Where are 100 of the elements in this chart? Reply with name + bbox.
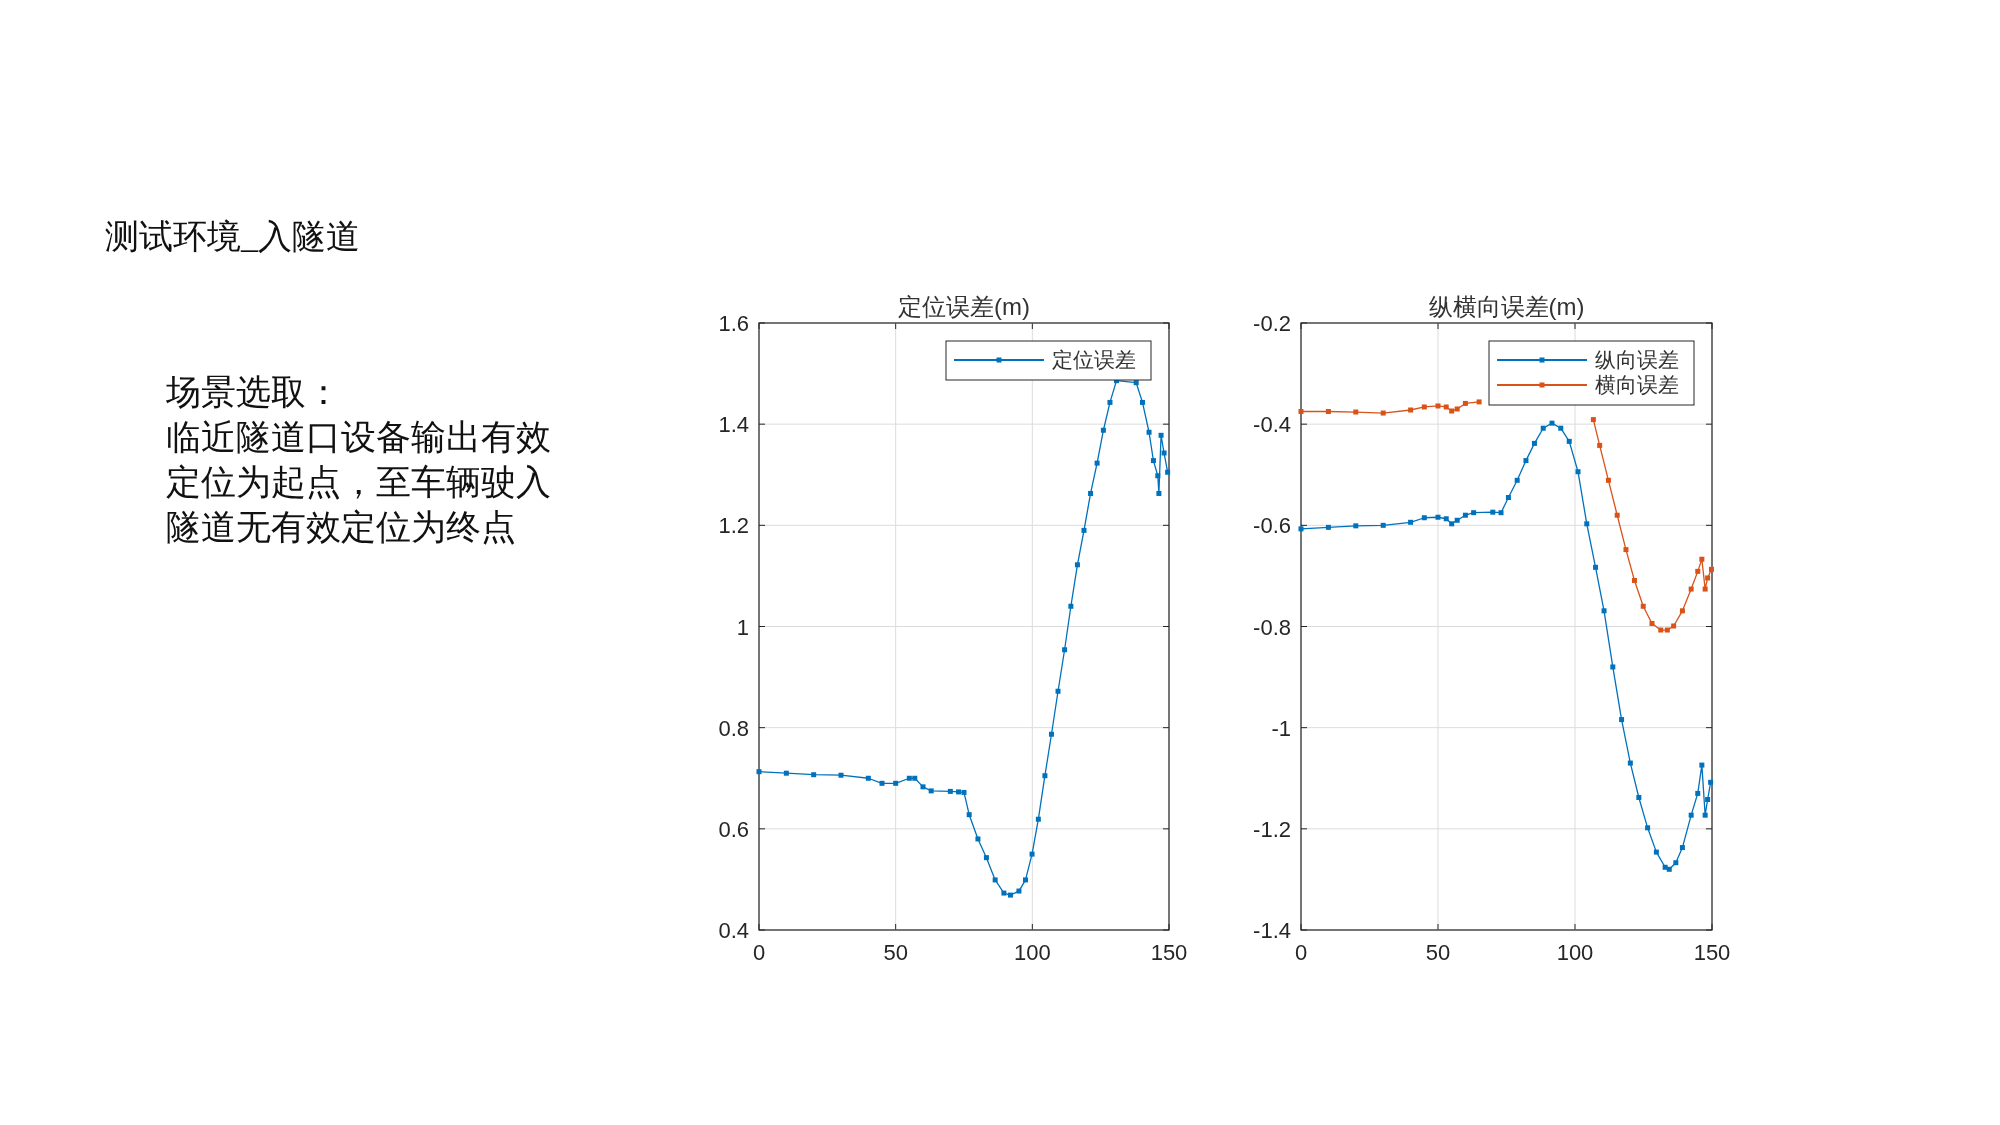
- point: [975, 836, 981, 842]
- x-tick-label: 50: [883, 940, 908, 965]
- point: [1298, 409, 1304, 415]
- point: [1408, 407, 1414, 413]
- y-tick-label: -1: [1271, 715, 1291, 741]
- point: [1094, 460, 1100, 466]
- y-tick-label: -0.2: [1253, 311, 1291, 336]
- point: [1353, 409, 1359, 415]
- point: [966, 812, 972, 818]
- point: [1708, 779, 1714, 785]
- y-tick-label: -1.4: [1253, 918, 1291, 943]
- point: [1566, 438, 1572, 444]
- point: [1380, 522, 1386, 528]
- point: [1590, 417, 1596, 423]
- y-tick-label: 1.4: [718, 412, 749, 438]
- chart-title: 纵横向误差(m): [1428, 293, 1585, 320]
- point: [879, 780, 885, 786]
- point: [1601, 608, 1607, 614]
- point: [1165, 469, 1171, 475]
- point: [865, 775, 871, 781]
- x-tick-label: 150: [1150, 940, 1188, 965]
- chart-title: 定位误差(m): [898, 293, 1030, 320]
- point: [1614, 512, 1620, 518]
- point: [1540, 425, 1546, 431]
- point: [1068, 603, 1074, 609]
- point: [1023, 877, 1028, 883]
- point: [1695, 790, 1701, 796]
- point: [1498, 510, 1504, 516]
- y-tick-label: 0.8: [718, 715, 749, 741]
- point: [1055, 688, 1061, 694]
- point: [1081, 527, 1087, 533]
- point: [1001, 890, 1007, 896]
- point: [1593, 564, 1599, 570]
- point: [1454, 517, 1460, 523]
- point: [1490, 509, 1496, 515]
- y-tick-label: 0.6: [718, 816, 749, 842]
- text: 测试环境_入隧道: [105, 218, 360, 255]
- y-tick-label: 1.6: [718, 311, 749, 336]
- point: [1476, 399, 1482, 405]
- point: [1699, 556, 1705, 562]
- point: [1161, 450, 1167, 456]
- text: 临近隧道口设备输出有效: [166, 418, 551, 457]
- point: [783, 770, 789, 776]
- point: [1673, 860, 1679, 866]
- point: [1649, 620, 1655, 626]
- y-tick-label: 1.2: [718, 513, 749, 539]
- point: [1454, 406, 1460, 412]
- point: [1679, 608, 1685, 614]
- point: [1443, 516, 1449, 522]
- y-tick-label: -0.8: [1253, 614, 1291, 640]
- point: [1156, 490, 1162, 496]
- point: [1623, 547, 1629, 553]
- point: [1658, 627, 1664, 633]
- y-tick-label: -0.6: [1253, 513, 1291, 539]
- point: [1462, 400, 1468, 406]
- point: [947, 788, 953, 794]
- point: [1139, 399, 1145, 405]
- point: [1645, 825, 1651, 831]
- point: [1107, 399, 1113, 405]
- point: [1666, 866, 1672, 872]
- point: [1523, 458, 1529, 464]
- point: [1298, 526, 1304, 532]
- point: [1584, 521, 1590, 527]
- x-tick-label: 0: [1294, 940, 1308, 965]
- x-tick-label: 50: [1425, 940, 1451, 965]
- point: [956, 789, 962, 795]
- point: [961, 789, 967, 795]
- point: [893, 780, 899, 786]
- point: [1016, 888, 1022, 894]
- point: [838, 772, 844, 778]
- point: [1688, 812, 1694, 818]
- point: [1035, 816, 1041, 822]
- point: [1605, 477, 1611, 483]
- point: [1435, 403, 1441, 409]
- point: [906, 775, 912, 781]
- point: [1155, 473, 1161, 479]
- text: 定位为起点，至车辆驶入: [166, 463, 551, 502]
- point: [756, 769, 762, 775]
- point: [1702, 812, 1708, 818]
- point: [1408, 519, 1414, 525]
- point: [1702, 586, 1708, 592]
- point: [1325, 409, 1331, 415]
- x-tick-label: 0: [752, 940, 766, 965]
- point: [1597, 442, 1603, 448]
- point: [1505, 495, 1511, 501]
- point: [1688, 586, 1694, 592]
- point: [1100, 427, 1106, 433]
- y-tick-label: -1.2: [1253, 816, 1291, 842]
- legend-label: 横向误差: [1595, 373, 1679, 397]
- legend-label: 纵向误差: [1595, 348, 1679, 372]
- x-tick-label: 100: [1013, 940, 1051, 965]
- point: [1558, 425, 1564, 431]
- y-tick-label: 0.4: [718, 918, 749, 943]
- point: [1443, 404, 1449, 410]
- point: [1679, 845, 1685, 851]
- point: [992, 877, 998, 883]
- point: [1664, 627, 1670, 633]
- point: [983, 855, 989, 861]
- point: [1435, 514, 1441, 520]
- point: [1705, 797, 1711, 802]
